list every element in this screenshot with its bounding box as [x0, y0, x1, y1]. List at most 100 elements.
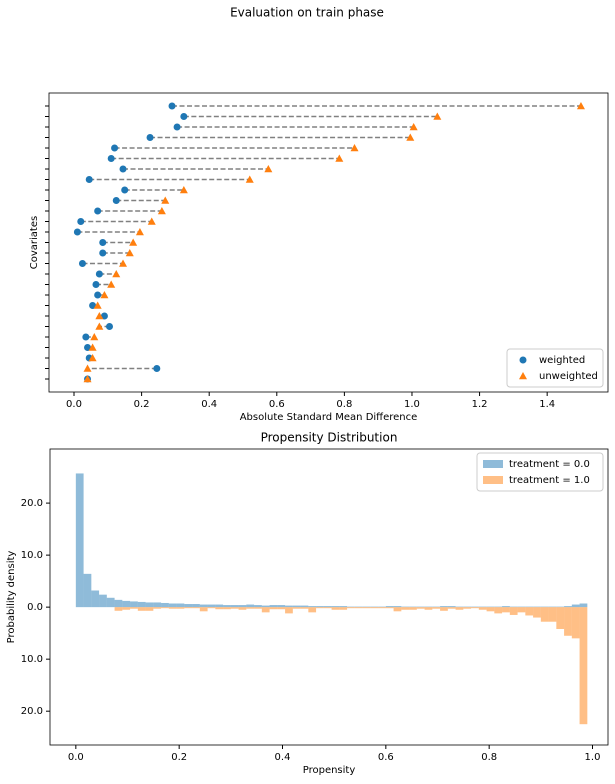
histogram-bar: [571, 607, 580, 639]
weighted-marker: [78, 260, 86, 267]
histogram-bar: [354, 607, 363, 609]
histogram-bar: [494, 607, 503, 614]
histogram-bar: [471, 607, 479, 609]
weighted-marker: [94, 291, 102, 299]
histogram-bar: [230, 607, 239, 609]
unweighted-marker: [107, 280, 116, 288]
unweighted-marker: [161, 196, 170, 204]
histogram-bar: [223, 607, 231, 610]
histogram-bar: [153, 607, 162, 609]
histogram-bar: [471, 606, 479, 608]
y-tick-label: 10.0: [21, 550, 43, 561]
unweighted-marker: [90, 333, 99, 341]
figure-title: Evaluation on train phase: [230, 6, 384, 20]
histogram-bar: [571, 604, 580, 608]
weighted-marker: [111, 144, 119, 152]
histogram-bar: [362, 606, 371, 608]
histogram-bar: [254, 605, 262, 608]
histogram-bar: [184, 607, 193, 609]
histogram-bar: [122, 607, 131, 610]
histogram-bar: [184, 604, 193, 608]
histogram-bar: [362, 607, 371, 609]
histogram-bar: [316, 607, 324, 609]
histogram-bar: [432, 606, 441, 608]
weighted-marker: [92, 281, 100, 288]
weighted-marker: [153, 365, 161, 372]
histogram-bar: [199, 607, 208, 612]
x-tick-label: 0.8: [336, 399, 352, 410]
histogram-bar: [579, 603, 588, 608]
histogram-bar: [525, 606, 534, 608]
histogram-bar: [486, 606, 495, 608]
legend-label: weighted: [539, 355, 585, 366]
histogram-bar: [316, 606, 324, 608]
histogram-bar: [533, 606, 541, 608]
histogram-bar: [230, 605, 239, 608]
histogram-bar: [130, 607, 138, 609]
weighted-marker: [89, 302, 97, 309]
histogram-bar: [145, 607, 154, 611]
unweighted-marker: [576, 102, 585, 110]
histogram-bar: [409, 606, 417, 608]
histogram-bar: [269, 607, 278, 610]
histogram-bar: [463, 606, 472, 608]
histogram-bar: [308, 607, 317, 613]
legend-swatch: [483, 476, 503, 484]
unweighted-marker: [125, 249, 134, 257]
histogram-bar: [192, 604, 200, 608]
histogram-bar: [168, 603, 177, 608]
histogram-bar: [161, 602, 169, 608]
weighted-marker: [107, 155, 115, 162]
x-tick-label: 0.6: [269, 399, 285, 410]
histogram-bar: [347, 607, 355, 609]
histogram-bar: [285, 607, 293, 614]
histogram-bar: [161, 607, 169, 609]
x-tick-label: 1.2: [472, 399, 488, 410]
histogram-bar: [99, 594, 107, 608]
histogram-bar: [91, 590, 100, 608]
histogram-bar: [246, 607, 255, 609]
histogram-bar: [254, 607, 262, 609]
histogram-bar: [300, 605, 309, 608]
y-tick-label: 20.0: [21, 706, 43, 717]
unweighted-marker: [157, 207, 166, 215]
legend-swatch: [519, 372, 527, 380]
histogram-bar: [447, 607, 456, 609]
histogram-bar: [292, 607, 301, 609]
unweighted-marker: [88, 354, 97, 362]
histogram-bar: [137, 607, 146, 611]
histogram-bar: [261, 605, 270, 608]
histogram-bar: [447, 606, 456, 608]
histogram-bar: [122, 600, 131, 608]
histogram-bar: [478, 607, 487, 610]
weighted-marker: [73, 228, 81, 236]
histogram-bar: [455, 607, 464, 610]
weighted-marker: [180, 113, 188, 120]
legend-box: [506, 348, 604, 388]
x-tick-label: 0.8: [481, 752, 497, 763]
histogram-bar: [401, 606, 410, 608]
histogram-bar: [440, 607, 448, 611]
histogram-bar: [261, 607, 270, 613]
unweighted-marker: [433, 112, 442, 120]
axes-frame: [49, 448, 609, 746]
x-tick-label: 1.4: [539, 399, 555, 410]
histogram-bar: [502, 607, 510, 613]
weighted-marker: [112, 197, 120, 204]
histogram-bar: [517, 606, 526, 608]
weighted-marker: [121, 186, 129, 194]
histogram-bar: [540, 607, 549, 622]
histogram-bar: [130, 601, 138, 608]
histogram-bar: [409, 607, 417, 610]
legend-label: treatment = 0.0: [509, 459, 590, 470]
histogram-bar: [269, 605, 278, 608]
y-axis-label: Probability density: [6, 551, 17, 644]
x-tick-label: 1.0: [585, 752, 601, 763]
histogram-bar: [370, 606, 379, 608]
unweighted-marker: [350, 144, 359, 152]
y-tick-label: 10.0: [21, 654, 43, 665]
histogram-bar: [370, 607, 379, 609]
weighted-marker: [85, 176, 93, 183]
